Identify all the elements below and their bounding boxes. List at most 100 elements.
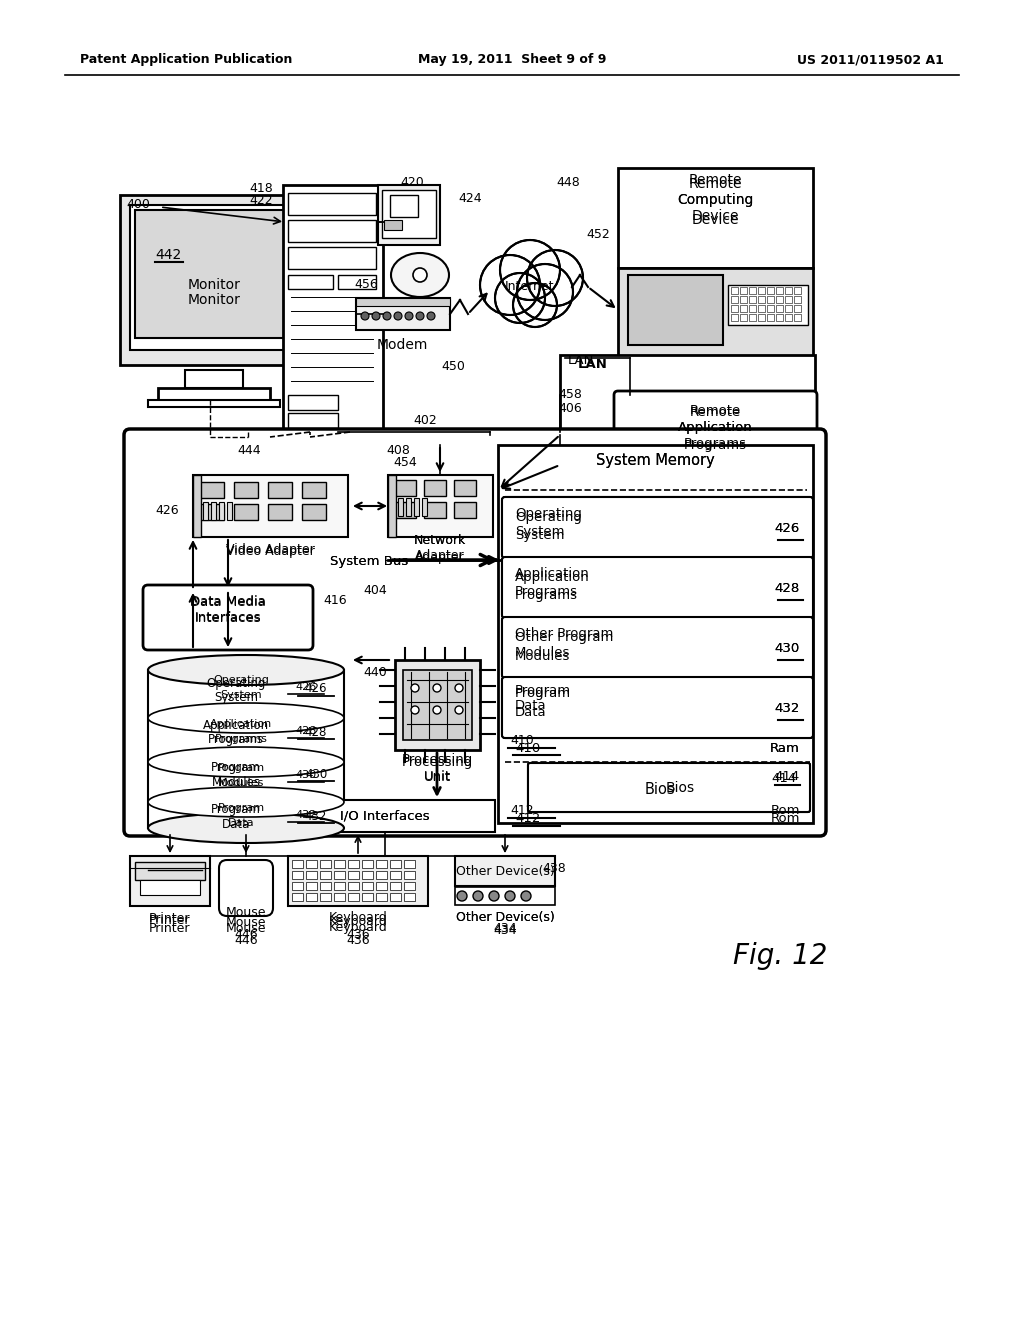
- Bar: [302, 504, 326, 520]
- Bar: [406, 498, 411, 516]
- Bar: [740, 286, 746, 294]
- Text: Application: Application: [515, 568, 590, 581]
- FancyBboxPatch shape: [502, 616, 813, 678]
- Text: Other Program: Other Program: [515, 631, 613, 644]
- Text: 458: 458: [558, 388, 582, 400]
- Text: 436: 436: [346, 928, 370, 940]
- Bar: [758, 286, 765, 294]
- Text: Program: Program: [217, 803, 264, 813]
- Ellipse shape: [391, 253, 449, 297]
- Text: 438: 438: [542, 862, 565, 874]
- Bar: [148, 671, 344, 828]
- Text: Printer: Printer: [150, 913, 190, 927]
- Bar: [378, 185, 440, 246]
- Bar: [404, 894, 415, 902]
- Bar: [130, 855, 210, 906]
- Text: Mouse: Mouse: [225, 916, 266, 928]
- Text: 412: 412: [515, 812, 541, 825]
- Bar: [200, 504, 224, 520]
- Bar: [776, 286, 783, 294]
- Text: LAN: LAN: [568, 354, 594, 367]
- Circle shape: [433, 706, 441, 714]
- Bar: [288, 395, 338, 411]
- Circle shape: [500, 240, 560, 300]
- Text: Printer: Printer: [150, 921, 190, 935]
- Bar: [394, 480, 416, 496]
- Bar: [390, 861, 401, 869]
- Text: Other Device(s): Other Device(s): [456, 911, 554, 924]
- Bar: [234, 482, 258, 498]
- Bar: [618, 168, 813, 268]
- Bar: [455, 887, 555, 906]
- Bar: [319, 861, 331, 869]
- Bar: [618, 385, 813, 397]
- Bar: [767, 286, 774, 294]
- Circle shape: [513, 282, 557, 327]
- Text: Program: Program: [217, 763, 264, 774]
- Bar: [388, 475, 493, 537]
- Bar: [319, 882, 331, 890]
- Circle shape: [505, 891, 515, 902]
- Text: Modules: Modules: [218, 777, 264, 788]
- Bar: [288, 220, 376, 242]
- Text: Keyboard: Keyboard: [329, 916, 387, 928]
- Text: 432: 432: [295, 810, 316, 820]
- Text: 426: 426: [775, 521, 800, 535]
- Text: I/O Interfaces: I/O Interfaces: [340, 809, 430, 822]
- Bar: [193, 475, 201, 537]
- Bar: [135, 862, 205, 880]
- Bar: [740, 305, 746, 312]
- Text: Data: Data: [227, 818, 254, 828]
- Bar: [268, 482, 292, 498]
- Bar: [390, 882, 401, 890]
- Text: Printer: Printer: [150, 912, 190, 924]
- Text: System Bus: System Bus: [330, 556, 409, 569]
- FancyBboxPatch shape: [502, 677, 813, 738]
- Bar: [728, 285, 808, 325]
- Circle shape: [517, 264, 573, 319]
- Text: Video Adapter: Video Adapter: [225, 545, 314, 558]
- Text: I/O Interfaces: I/O Interfaces: [340, 809, 430, 822]
- FancyBboxPatch shape: [124, 429, 826, 836]
- Bar: [424, 502, 446, 517]
- Text: 402: 402: [413, 413, 437, 426]
- Circle shape: [455, 684, 463, 692]
- Bar: [749, 286, 756, 294]
- Circle shape: [427, 312, 435, 319]
- Bar: [404, 882, 415, 890]
- Bar: [334, 861, 345, 869]
- Text: Programs: Programs: [208, 734, 264, 747]
- Bar: [618, 268, 813, 388]
- Bar: [158, 388, 270, 400]
- Text: 416: 416: [324, 594, 347, 606]
- Text: Bios: Bios: [666, 781, 694, 795]
- Circle shape: [411, 706, 419, 714]
- Text: Operating: Operating: [213, 675, 269, 685]
- Bar: [362, 871, 373, 879]
- Text: US 2011/0119502 A1: US 2011/0119502 A1: [797, 54, 944, 66]
- Text: 430: 430: [775, 642, 800, 655]
- Bar: [390, 195, 418, 216]
- Text: 440: 440: [364, 665, 387, 678]
- Bar: [740, 314, 746, 321]
- Bar: [334, 871, 345, 879]
- Bar: [560, 355, 815, 624]
- FancyBboxPatch shape: [502, 616, 813, 678]
- Circle shape: [413, 268, 427, 282]
- Text: Rom: Rom: [770, 812, 800, 825]
- Text: 400: 400: [126, 198, 150, 210]
- Text: Remote
Application
Programs: Remote Application Programs: [678, 407, 753, 450]
- Text: System: System: [220, 690, 262, 700]
- Bar: [193, 475, 348, 537]
- Bar: [348, 882, 359, 890]
- Text: Remote
Computing
Device: Remote Computing Device: [677, 177, 754, 223]
- Bar: [731, 286, 738, 294]
- Text: Data Media
Interfaces: Data Media Interfaces: [190, 597, 266, 624]
- Circle shape: [416, 312, 424, 319]
- Text: 426: 426: [775, 521, 800, 535]
- Text: Program: Program: [211, 762, 261, 775]
- Bar: [148, 400, 280, 407]
- Text: 426: 426: [295, 682, 316, 692]
- FancyBboxPatch shape: [528, 763, 810, 812]
- Text: 434: 434: [494, 924, 517, 936]
